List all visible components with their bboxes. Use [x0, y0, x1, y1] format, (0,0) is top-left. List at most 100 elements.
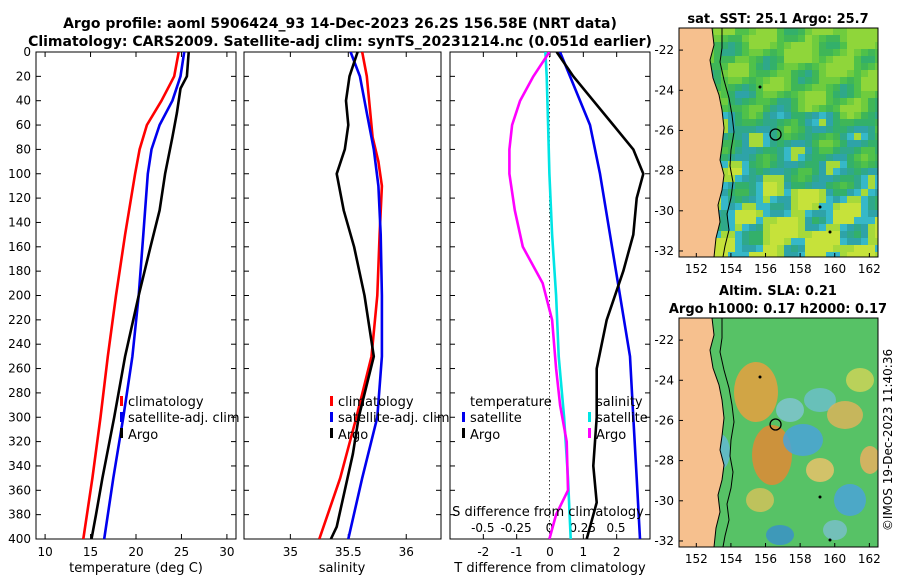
- sst-cell: [840, 49, 847, 56]
- map-x-tick-label: 162: [858, 262, 881, 276]
- sst-cell: [812, 56, 819, 63]
- sst-cell: [854, 70, 861, 77]
- sst-cell: [819, 112, 826, 119]
- sst-cell: [798, 224, 805, 231]
- sst-cell: [826, 189, 833, 196]
- sst-cell: [819, 56, 826, 63]
- sst-cell: [805, 231, 812, 238]
- sst-cell: [805, 112, 812, 119]
- sst-cell: [868, 189, 875, 196]
- sst-cell: [847, 119, 854, 126]
- sst-cell: [847, 63, 854, 70]
- sst-cell: [784, 91, 791, 98]
- sst-cell: [819, 217, 826, 224]
- sst-cell: [798, 98, 805, 105]
- sst-cell: [777, 49, 784, 56]
- sst-cell: [826, 140, 833, 147]
- sla-anomaly-blob: [766, 525, 794, 545]
- sst-cell: [770, 161, 777, 168]
- sst-cell: [784, 182, 791, 189]
- sst-cell: [840, 35, 847, 42]
- sst-cell: [784, 126, 791, 133]
- map-y-tick-label: -28: [654, 454, 674, 468]
- sst-cell: [840, 154, 847, 161]
- sst-cell: [784, 231, 791, 238]
- sst-cell: [875, 175, 878, 182]
- sst-cell: [721, 42, 728, 49]
- sst-cell: [749, 91, 756, 98]
- sla-shelf-contour: [719, 318, 735, 547]
- sst-cell: [875, 35, 878, 42]
- sst-cell: [721, 84, 728, 91]
- sst-cell: [749, 119, 756, 126]
- sst-cell: [777, 224, 784, 231]
- sst-cell: [868, 147, 875, 154]
- sst-map-frame: [678, 27, 879, 258]
- sst-cell: [826, 28, 833, 35]
- sst-cell: [826, 112, 833, 119]
- sst-coastline: [709, 28, 725, 257]
- sst-cell: [749, 245, 756, 252]
- sst-cell: [756, 182, 763, 189]
- sst-cell: [861, 105, 868, 112]
- sst-cell: [798, 84, 805, 91]
- sst-cell: [742, 84, 749, 91]
- sst-cell: [805, 168, 812, 175]
- sst-cell: [861, 175, 868, 182]
- sst-cell: [721, 168, 728, 175]
- sst-cell: [728, 35, 735, 42]
- sst-cell: [798, 70, 805, 77]
- sla-land-australia: [679, 318, 724, 547]
- sst-cell: [770, 77, 777, 84]
- sst-cell: [875, 196, 878, 203]
- map-y-tick-label: -24: [654, 83, 674, 97]
- x-tick-label: 1: [580, 545, 588, 559]
- sst-cell: [840, 245, 847, 252]
- legend-label-satellite: satellite-adj. clim: [128, 411, 240, 426]
- sst-cell: [763, 161, 770, 168]
- sst-cell: [833, 231, 840, 238]
- sst-cell: [861, 182, 868, 189]
- sla-map-frame: [678, 317, 879, 548]
- sst-cell: [742, 91, 749, 98]
- sst-cell: [868, 252, 875, 257]
- sst-cell: [735, 203, 742, 210]
- sst-cell: [749, 42, 756, 49]
- sst-cell: [770, 224, 777, 231]
- sst-cell: [770, 231, 777, 238]
- sst-cell: [833, 175, 840, 182]
- sst-cell: [819, 168, 826, 175]
- sst-cell: [742, 252, 749, 257]
- sst-cell: [854, 35, 861, 42]
- sst-reef-dot: [758, 85, 762, 89]
- figure-title-line1: Argo profile: aoml 5906424_93 14-Dec-202…: [63, 16, 617, 32]
- legend-swatch-satellite: [330, 412, 333, 422]
- sst-cell: [847, 252, 854, 257]
- sst-cell: [728, 42, 735, 49]
- sst-cell: [826, 231, 833, 238]
- sst-cell: [728, 112, 735, 119]
- sst-cell: [833, 252, 840, 257]
- sst-cell: [735, 245, 742, 252]
- sst-cell: [826, 175, 833, 182]
- sst-cell: [756, 224, 763, 231]
- sla-anomaly-blob: [827, 401, 863, 429]
- sst-cell: [847, 35, 854, 42]
- s-difference-tick-label: -0.25: [501, 521, 532, 535]
- sst-cell: [840, 84, 847, 91]
- sst-cell: [840, 182, 847, 189]
- sst-cell: [805, 161, 812, 168]
- sst-cell: [805, 217, 812, 224]
- x-tick-label: 2: [613, 545, 621, 559]
- series-line-argo: [329, 52, 376, 539]
- sst-cell: [798, 49, 805, 56]
- sst-cell: [791, 49, 798, 56]
- sst-cell: [840, 133, 847, 140]
- sst-cell: [777, 245, 784, 252]
- sst-cell: [756, 189, 763, 196]
- sst-cell: [728, 91, 735, 98]
- sst-cell: [826, 203, 833, 210]
- sst-cell: [805, 140, 812, 147]
- sst-cell: [847, 77, 854, 84]
- y-tick-label: 20: [16, 69, 31, 83]
